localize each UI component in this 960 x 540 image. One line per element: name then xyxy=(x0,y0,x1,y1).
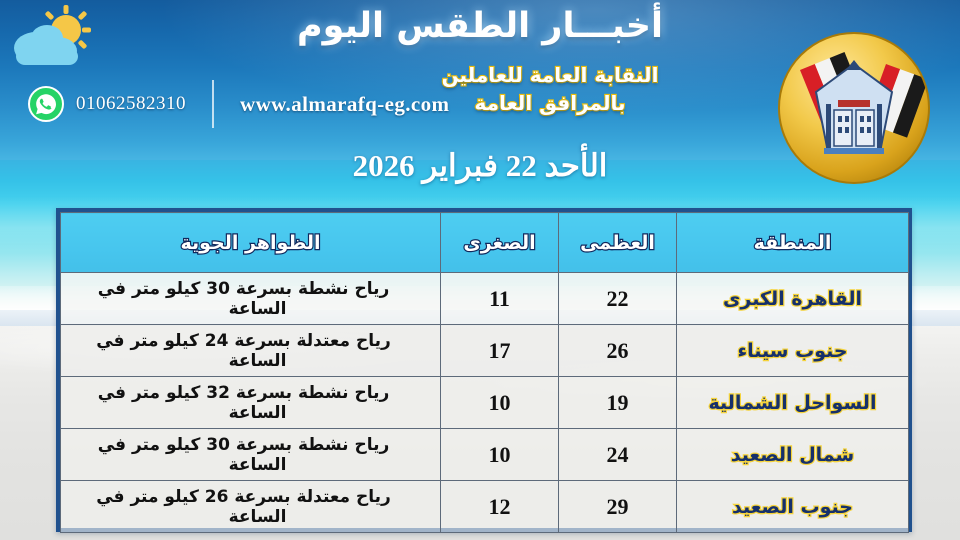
region-name: القاهرة الكبرى xyxy=(722,286,863,310)
weather-table-container: المنطقة العظمى الصغرى الظواهر الجوية الق… xyxy=(56,208,912,533)
table-header-row: المنطقة العظمى الصغرى الظواهر الجوية xyxy=(60,212,909,273)
condition-text: رياح نشطة بسرعة 32 كيلو متر في الساعة xyxy=(97,382,390,423)
page-title: أخبـــار الطقس اليوم xyxy=(297,6,663,46)
cell-max: 26 xyxy=(558,324,677,377)
weather-table: المنطقة العظمى الصغرى الظواهر الجوية الق… xyxy=(60,212,909,533)
column-header-region: المنطقة xyxy=(676,212,909,273)
column-header-condition-label: الظواهر الجوية xyxy=(179,230,322,254)
cell-min: 10 xyxy=(440,376,559,429)
cell-region: جنوب الصعيد xyxy=(676,480,909,533)
cell-region: جنوب سيناء xyxy=(676,324,909,377)
column-header-min: الصغرى xyxy=(440,212,559,273)
contact-divider xyxy=(212,80,214,128)
temp-max: 29 xyxy=(606,493,629,519)
weather-table-body: القاهرة الكبرى 22 11 رياح نشطة بسرعة 30 … xyxy=(60,272,909,533)
table-row: شمال الصعيد 24 10 رياح نشطة بسرعة 30 كيل… xyxy=(60,428,909,481)
cell-max: 29 xyxy=(558,480,677,533)
table-row: القاهرة الكبرى 22 11 رياح نشطة بسرعة 30 … xyxy=(60,272,909,325)
phone-number[interactable]: 01062582310 xyxy=(76,93,186,114)
temp-max: 22 xyxy=(606,285,629,311)
cell-region: شمال الصعيد xyxy=(676,428,909,481)
contact-bar: 01062582310 www.almarafq-eg.com xyxy=(28,80,449,128)
condition-text: رياح معتدلة بسرعة 26 كيلو متر في الساعة xyxy=(96,486,391,527)
condition-text: رياح نشطة بسرعة 30 كيلو متر في الساعة xyxy=(97,278,390,319)
column-header-condition: الظواهر الجوية xyxy=(60,212,441,273)
region-name: جنوب سيناء xyxy=(736,338,849,362)
table-row: السواحل الشمالية 19 10 رياح نشطة بسرعة 3… xyxy=(60,376,909,429)
column-header-max: العظمى xyxy=(558,212,677,273)
cell-condition: رياح معتدلة بسرعة 26 كيلو متر في الساعة xyxy=(60,480,441,533)
organization-name-line1: النقابة العامة للعاملين xyxy=(440,62,659,88)
cell-region: السواحل الشمالية xyxy=(676,376,909,429)
cell-min: 17 xyxy=(440,324,559,377)
cell-region: القاهرة الكبرى xyxy=(676,272,909,325)
whatsapp-icon[interactable] xyxy=(28,86,64,122)
temp-max: 19 xyxy=(606,389,629,415)
organization-name: النقابة العامة للعاملين بالمرافق العامة xyxy=(340,62,760,117)
cell-min: 12 xyxy=(440,480,559,533)
temp-max: 24 xyxy=(606,441,629,467)
column-header-max-label: العظمى xyxy=(579,230,656,254)
table-row: جنوب الصعيد 29 12 رياح معتدلة بسرعة 26 ك… xyxy=(60,480,909,533)
cell-min: 11 xyxy=(440,272,559,325)
report-date: الأحد 22 فبراير 2026 xyxy=(352,148,608,183)
temp-min: 12 xyxy=(488,493,511,519)
temp-max: 26 xyxy=(606,337,629,363)
union-emblem-badge xyxy=(776,30,932,186)
cell-condition: رياح نشطة بسرعة 32 كيلو متر في الساعة xyxy=(60,376,441,429)
temp-min: 17 xyxy=(488,337,511,363)
condition-text: رياح معتدلة بسرعة 24 كيلو متر في الساعة xyxy=(96,330,391,371)
cell-max: 22 xyxy=(558,272,677,325)
table-row: جنوب سيناء 26 17 رياح معتدلة بسرعة 24 كي… xyxy=(60,324,909,377)
region-name: شمال الصعيد xyxy=(730,442,856,466)
column-header-min-label: الصغرى xyxy=(462,230,537,254)
cell-condition: رياح معتدلة بسرعة 24 كيلو متر في الساعة xyxy=(60,324,441,377)
organization-name-line2: بالمرافق العامة xyxy=(473,90,626,116)
cell-condition: رياح نشطة بسرعة 30 كيلو متر في الساعة xyxy=(60,272,441,325)
region-name: السواحل الشمالية xyxy=(707,390,877,414)
sun-behind-cloud-icon xyxy=(6,4,110,70)
website-url[interactable]: www.almarafq-eg.com xyxy=(240,91,450,116)
cell-max: 24 xyxy=(558,428,677,481)
temp-min: 11 xyxy=(489,285,510,311)
temp-min: 10 xyxy=(488,389,511,415)
column-header-region-label: المنطقة xyxy=(752,230,832,254)
temp-min: 10 xyxy=(488,441,511,467)
cell-condition: رياح نشطة بسرعة 30 كيلو متر في الساعة xyxy=(60,428,441,481)
condition-text: رياح نشطة بسرعة 30 كيلو متر في الساعة xyxy=(97,434,390,475)
region-name: جنوب الصعيد xyxy=(731,494,854,518)
cell-max: 19 xyxy=(558,376,677,429)
cell-min: 10 xyxy=(440,428,559,481)
